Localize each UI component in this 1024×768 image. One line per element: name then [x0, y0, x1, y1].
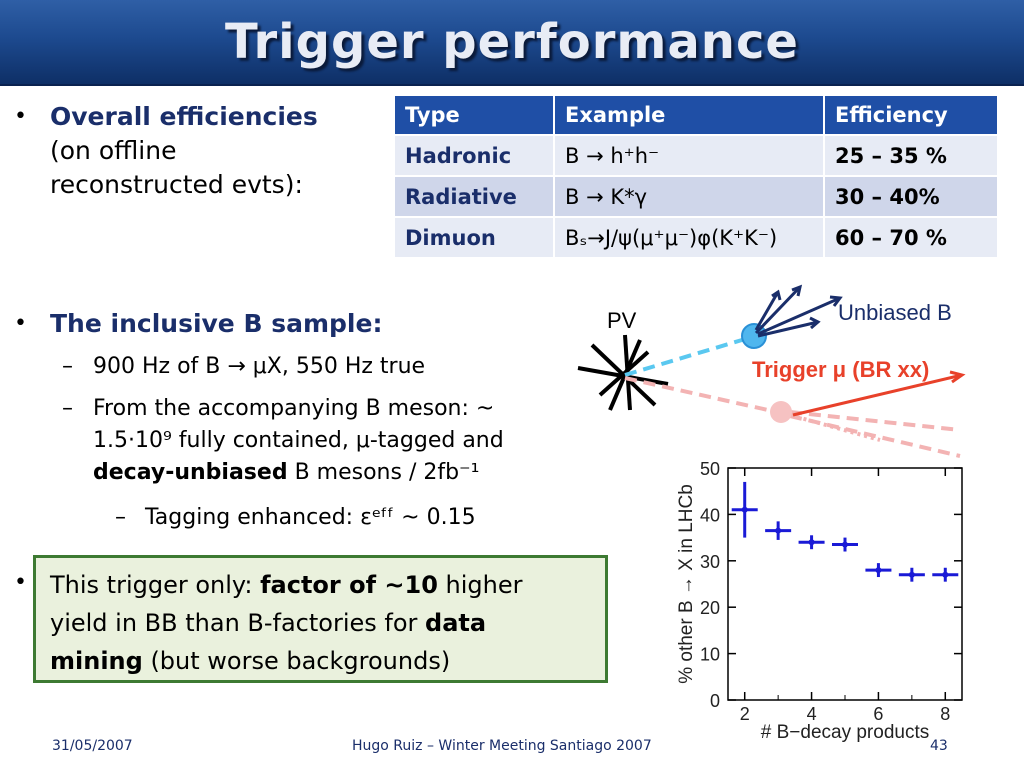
y-tick-label: 40 — [700, 505, 720, 525]
trigger-track — [789, 413, 881, 442]
b3-t1: This trigger only: — [50, 571, 261, 599]
b3-t2: higher — [437, 571, 523, 599]
cell-type: Dimuon — [393, 216, 555, 259]
chart-ylabel: % other B → X in LHCb — [676, 484, 697, 684]
cell-efficiency: 25 – 35 % — [823, 134, 999, 177]
table-header-row: Type Example Efficiency — [393, 94, 999, 136]
bullet1-line3: reconstructed evts): — [50, 170, 303, 199]
b3-t3: yield in BB than B-factories for — [50, 609, 426, 637]
col-header-example: Example — [553, 94, 825, 136]
b3-b2: data — [425, 609, 487, 637]
data-point — [741, 506, 748, 513]
sub-bullet-accompanying: From the accompanying B meson: ~ 1.5·10⁹… — [93, 393, 573, 489]
data-point — [775, 527, 782, 534]
pv-vertex — [577, 334, 669, 411]
pv-label: PV — [607, 308, 637, 333]
sub2-bold: decay-unbiased — [93, 460, 288, 485]
col-header-type: Type — [393, 94, 555, 136]
bullet-trigger-only: This trigger only: factor of ~10 higher … — [50, 566, 605, 680]
y-tick-label: 10 — [700, 645, 720, 665]
bullet-inclusive-title: The inclusive B sample: — [50, 307, 382, 341]
sub2-line2: 1.5·10⁹ fully contained, μ-tagged and — [93, 428, 504, 453]
trigger-muon-track — [792, 373, 963, 417]
bullet1-bold: Overall efficiencies — [50, 102, 318, 131]
dash: – — [62, 354, 73, 379]
sub2-line3: decay-unbiased B mesons / 2fb⁻¹ — [93, 457, 573, 489]
b3-b3: mining — [50, 647, 143, 675]
trigger-mu-label: Trigger μ (BR xx) — [752, 357, 930, 382]
cell-example: B → h⁺h⁻ — [553, 134, 825, 177]
data-point — [875, 567, 882, 574]
cell-type: Hadronic — [393, 134, 555, 177]
cell-efficiency: 30 – 40% — [823, 175, 999, 218]
title-bar: Trigger performance — [0, 0, 1024, 86]
x-tick-label: 4 — [807, 704, 817, 724]
footer-page-number: 43 — [930, 738, 948, 754]
data-point — [908, 571, 915, 578]
efficiency-table: Type Example Efficiency Hadronic B → h⁺h… — [393, 94, 999, 259]
cell-example: B → K*γ — [553, 175, 825, 218]
chart-points — [731, 481, 959, 582]
y-tick-label: 50 — [700, 459, 720, 479]
trigger-track — [789, 410, 961, 432]
b3-b1: factor of ~10 — [260, 571, 438, 599]
page-title: Trigger performance — [225, 14, 799, 70]
chart-axes: 0 10 20 30 40 50 2 4 6 8 — [700, 459, 962, 724]
unbiased-b-tracks — [754, 284, 843, 338]
x-tick-label: 2 — [740, 704, 750, 724]
table-row: Radiative B → K*γ 30 – 40% — [393, 175, 999, 218]
bullet-overall-efficiencies: Overall efficiencies (on offline reconst… — [50, 100, 370, 202]
table-row: Hadronic B → h⁺h⁻ 25 – 35 % — [393, 134, 999, 177]
table-row: Dimuon Bₛ→J/ψ(μ⁺μ⁻)φ(K⁺K⁻) 60 – 70 % — [393, 216, 999, 259]
chart-xlabel: # B−decay products — [761, 722, 929, 743]
cell-example: Bₛ→J/ψ(μ⁺μ⁻)φ(K⁺K⁻) — [553, 216, 825, 259]
cell-type: Radiative — [393, 175, 555, 218]
footer-center: Hugo Ruiz – Winter Meeting Santiago 2007 — [352, 738, 652, 754]
trigger-b-flight — [624, 376, 769, 412]
bullet-dot: • — [14, 570, 27, 595]
trigger-muon-arrow — [949, 370, 966, 384]
data-point — [942, 571, 949, 578]
trigger-b-vertex — [770, 401, 792, 423]
data-point — [842, 541, 848, 548]
unbiased-b-flight — [624, 338, 743, 377]
y-tick-label: 20 — [700, 598, 720, 618]
sub2-line1: From the accompanying B meson: ~ — [93, 396, 495, 421]
data-point — [808, 539, 815, 546]
y-tick-label: 0 — [710, 691, 720, 711]
cell-efficiency: 60 – 70 % — [823, 216, 999, 259]
bullet2-title: The inclusive B sample: — [50, 309, 383, 338]
chart-frame — [727, 467, 963, 701]
x-tick-label: 6 — [873, 704, 883, 724]
bullet-dot: • — [14, 104, 27, 129]
sub2-rest: B mesons / 2fb⁻¹ — [287, 460, 480, 485]
bullet-dot: • — [14, 311, 27, 336]
highlight-box — [33, 555, 608, 683]
sub-bullet-rate: 900 Hz of B → μX, 550 Hz true — [93, 354, 426, 379]
sub-sub-tagging: Tagging enhanced: εᵉᶠᶠ ~ 0.15 — [145, 505, 476, 530]
col-header-efficiency: Efficiency — [823, 94, 999, 136]
unbiased-b-label: Unbiased B — [838, 300, 952, 325]
b3-t4: (but worse backgrounds) — [142, 647, 451, 675]
y-tick-label: 30 — [700, 552, 720, 572]
dash: – — [115, 505, 126, 530]
x-tick-label: 8 — [940, 704, 950, 724]
footer-date: 31/05/2007 — [52, 738, 133, 754]
dash: – — [62, 396, 73, 421]
bullet1-line2: (on offline — [50, 136, 177, 165]
